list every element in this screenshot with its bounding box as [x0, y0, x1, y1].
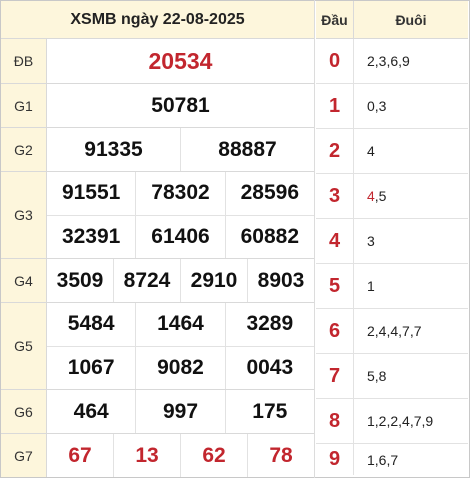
- prize-number: 997: [135, 390, 224, 433]
- dau-duoi-table: Đầu Đuôi 0 2,3,6,9 1 0,3 2 4 3 4,5 4 3 5…: [316, 1, 468, 475]
- column-divider: [314, 0, 315, 478]
- prize-number: 67: [68, 443, 92, 467]
- prize-number: 13: [113, 434, 180, 477]
- prize-row-g1: G1 50781: [1, 84, 314, 128]
- duoi-digits: 4,5: [354, 174, 468, 218]
- dau-duoi-row: 0 2,3,6,9: [316, 39, 468, 84]
- prize-number: 78: [247, 434, 314, 477]
- prize-number: 91551: [61, 181, 121, 205]
- prize-number: 9082: [135, 346, 224, 389]
- dau-duoi-header: Đầu Đuôi: [316, 1, 468, 39]
- dau-digit: 9: [316, 444, 354, 475]
- duoi-digits: 1,2,2,4,7,9: [367, 413, 434, 429]
- prize-label: G5: [1, 303, 47, 389]
- prize-number: 61406: [135, 215, 224, 258]
- duoi-highlight: 4: [367, 188, 375, 204]
- duoi-digits: 2,4,4,7,7: [367, 323, 422, 339]
- prize-label: G1: [1, 84, 47, 127]
- dau-digit: 6: [316, 309, 354, 353]
- prize-label: G4: [1, 259, 47, 302]
- prize-number: 62: [180, 434, 247, 477]
- prize-row-g4: G4 3509 8724 2910 8903: [1, 259, 314, 303]
- duoi-digits: 5,8: [367, 368, 387, 384]
- prize-number: 91335: [84, 137, 143, 161]
- duoi-digits: 1: [367, 278, 375, 294]
- dau-duoi-row: 8 1,2,2,4,7,9: [316, 399, 468, 444]
- prize-number: 175: [224, 390, 314, 433]
- prize-number: 0043: [224, 346, 314, 389]
- dau-digit: 5: [316, 264, 354, 308]
- prize-row-g7: G7 67 13 62 78: [1, 434, 314, 477]
- prize-label: G2: [1, 128, 47, 171]
- prize-number: 8724: [113, 259, 180, 302]
- dau-duoi-row: 1 0,3: [316, 84, 468, 129]
- prize-number: 464: [73, 399, 109, 423]
- prize-number: 5484: [67, 312, 115, 336]
- duoi-digits: 1,6,7: [367, 451, 399, 468]
- prize-number: 2910: [180, 259, 247, 302]
- prize-number: 32391: [61, 224, 121, 248]
- duoi-digits: 3: [367, 233, 375, 249]
- prize-row-g2: G2 91335 88887: [1, 128, 314, 172]
- results-table: XSMB ngày 22-08-2025 ĐB 20534 G1 50781 G…: [1, 1, 314, 477]
- prize-number: 1067: [67, 355, 115, 379]
- prize-number: 78302: [135, 172, 224, 215]
- prize-label: G3: [1, 172, 47, 258]
- prize-number: 28596: [224, 172, 314, 215]
- dau-duoi-row: 4 3: [316, 219, 468, 264]
- prize-number: 8903: [247, 259, 314, 302]
- dau-digit: 3: [316, 174, 354, 218]
- duoi-header: Đuôi: [395, 11, 427, 28]
- prize-row-g3: G3 91551 78302 28596 32391 61406 60882: [1, 172, 314, 259]
- dau-digit: 8: [316, 399, 354, 443]
- prize-number: 50781: [151, 93, 210, 117]
- prize-row-g6: G6 464 997 175: [1, 390, 314, 434]
- special-prize-number: 20534: [148, 47, 213, 74]
- duoi-digits: 4: [367, 143, 375, 159]
- dau-duoi-row: 6 2,4,4,7,7: [316, 309, 468, 354]
- dau-digit: 0: [316, 39, 354, 83]
- prize-label: G6: [1, 390, 47, 433]
- prize-number: 88887: [180, 128, 314, 171]
- dau-duoi-row: 7 5,8: [316, 354, 468, 399]
- dau-header: Đầu: [316, 1, 354, 38]
- duoi-rest: ,5: [374, 188, 387, 204]
- prize-number: 60882: [224, 215, 314, 258]
- dau-duoi-row: 3 4,5: [316, 174, 468, 219]
- dau-duoi-row: 2 4: [316, 129, 468, 174]
- prize-row-g5: G5 5484 1464 3289 1067 9082 0043: [1, 303, 314, 390]
- prize-row-db: ĐB 20534: [1, 39, 314, 84]
- duoi-digits: 2,3,6,9: [367, 53, 410, 69]
- dau-duoi-row: 9 1,6,7: [316, 444, 468, 475]
- dau-digit: 2: [316, 129, 354, 173]
- prize-label: G7: [1, 434, 47, 477]
- prize-number: 3289: [224, 303, 314, 346]
- dau-duoi-row: 5 1: [316, 264, 468, 309]
- prize-number: 1464: [135, 303, 224, 346]
- prize-label: ĐB: [1, 39, 47, 83]
- duoi-digits: 0,3: [367, 98, 387, 114]
- prize-number: 3509: [56, 268, 104, 292]
- dau-digit: 4: [316, 219, 354, 263]
- results-title: XSMB ngày 22-08-2025: [1, 1, 314, 39]
- dau-digit: 7: [316, 354, 354, 398]
- dau-digit: 1: [316, 84, 354, 128]
